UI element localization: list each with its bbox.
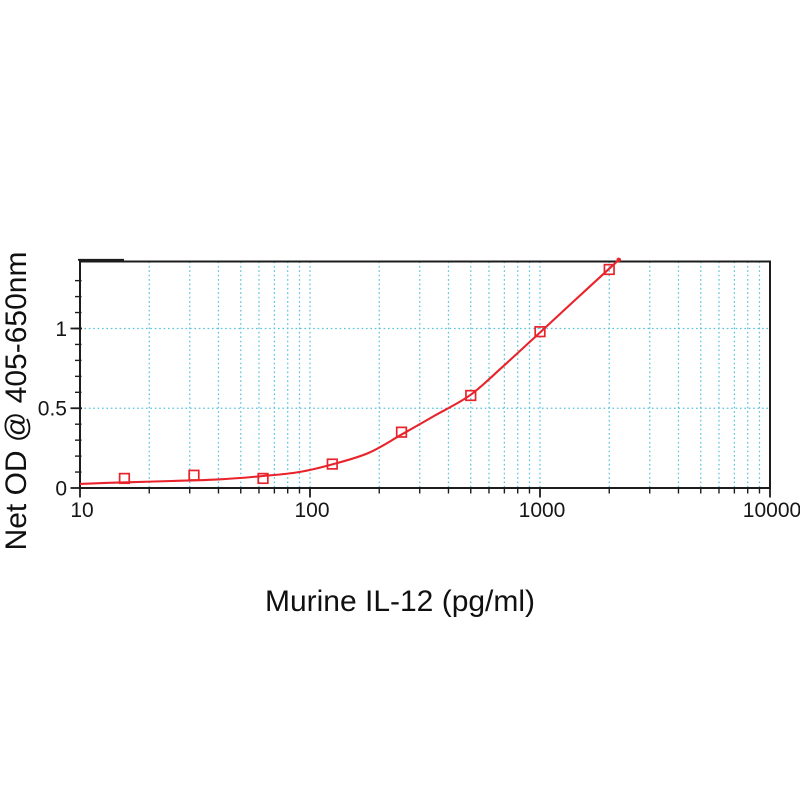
- data-series: [79, 257, 622, 485]
- x-tick-label: 10000: [743, 499, 800, 522]
- x-tick-label: 10: [70, 499, 93, 522]
- x-axis-title: Murine IL-12 (pg/ml): [265, 585, 535, 618]
- data-point-marker: [465, 389, 477, 402]
- axis-ticks: [70, 279, 771, 498]
- y-axis-title: Net OD @ 405-650nm: [0, 252, 33, 551]
- fit-curve-end-dot: [616, 257, 622, 263]
- data-point-marker: [188, 469, 200, 481]
- data-point-marker: [395, 426, 408, 438]
- x-tick-label: 100: [294, 499, 329, 522]
- gridlines: [80, 261, 770, 488]
- data-point-marker: [534, 326, 546, 338]
- y-tick-label: 0.5: [38, 398, 67, 421]
- data-point-marker: [326, 458, 338, 470]
- data-point-marker: [257, 472, 269, 485]
- data-point-marker: [118, 472, 131, 485]
- y-tick-label: 1: [55, 318, 67, 341]
- axis-tick-labels: 10 100 1000 10000 0 0.5 1: [38, 318, 800, 522]
- x-tick-label: 1000: [519, 499, 566, 522]
- data-point-marker: [603, 263, 615, 276]
- plot-frame-border: [79, 260, 771, 489]
- plot-frame: [78, 258, 771, 489]
- fit-curve-line: [79, 259, 620, 485]
- y-tick-label: 0: [55, 478, 67, 501]
